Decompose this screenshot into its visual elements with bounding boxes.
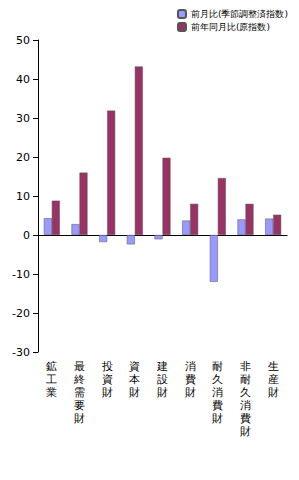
svg-text:20: 20 (16, 151, 30, 164)
svg-text:財: 財 (74, 412, 85, 425)
svg-text:終: 終 (73, 373, 85, 386)
svg-text:財: 財 (157, 386, 168, 399)
svg-text:50: 50 (16, 34, 30, 47)
svg-text:生: 生 (268, 360, 279, 373)
svg-text:費: 費 (240, 412, 251, 425)
svg-text:財: 財 (102, 386, 113, 399)
svg-text:最: 最 (74, 360, 85, 373)
svg-text:-10: -10 (12, 268, 30, 281)
svg-text:10: 10 (16, 190, 30, 203)
svg-text:耐: 耐 (240, 373, 251, 386)
svg-text:非: 非 (240, 360, 251, 373)
svg-text:消: 消 (240, 399, 251, 412)
svg-text:耐: 耐 (212, 360, 223, 373)
svg-text:財: 財 (185, 386, 196, 399)
svg-text:前月比(季節調整済指数): 前月比(季節調整済指数) (191, 9, 288, 19)
svg-text:久: 久 (212, 373, 223, 386)
svg-text:需: 需 (74, 386, 85, 399)
svg-text:要: 要 (74, 399, 85, 412)
svg-text:費: 費 (212, 399, 223, 412)
svg-text:本: 本 (129, 373, 140, 386)
svg-text:財: 財 (129, 386, 140, 399)
svg-text:業: 業 (46, 386, 57, 399)
svg-text:-30: -30 (12, 346, 30, 359)
svg-text:0: 0 (23, 229, 30, 242)
svg-text:鉱: 鉱 (46, 360, 57, 373)
svg-text:-20: -20 (12, 307, 30, 320)
svg-text:産: 産 (268, 373, 279, 386)
svg-text:30: 30 (16, 112, 30, 125)
svg-text:設: 設 (157, 373, 168, 386)
svg-text:資: 資 (129, 360, 140, 373)
svg-text:費: 費 (185, 373, 196, 386)
svg-text:久: 久 (240, 386, 251, 399)
svg-text:工: 工 (46, 373, 57, 386)
svg-text:消: 消 (212, 386, 223, 399)
svg-text:財: 財 (212, 412, 223, 425)
svg-text:40: 40 (16, 73, 30, 86)
svg-text:資: 資 (102, 373, 113, 386)
svg-text:消: 消 (185, 360, 196, 373)
svg-text:財: 財 (240, 425, 251, 438)
svg-text:財: 財 (268, 386, 279, 399)
svg-text:投: 投 (101, 360, 113, 373)
svg-text:建: 建 (156, 360, 168, 373)
svg-text:前年同月比(原指数): 前年同月比(原指数) (191, 22, 270, 32)
